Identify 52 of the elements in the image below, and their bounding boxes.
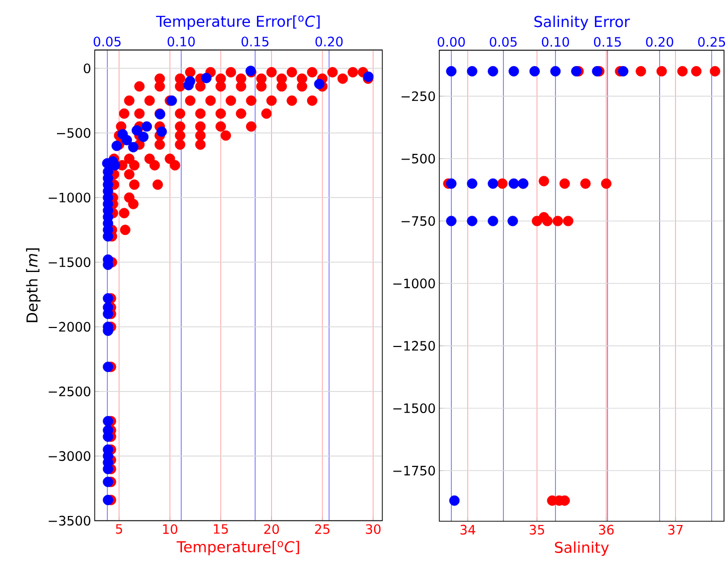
x2-tick-label: 0.15 bbox=[242, 36, 268, 46]
y-tick-label: −2500 bbox=[48, 386, 90, 396]
y-tick-label: −2000 bbox=[48, 322, 90, 332]
y-tick-label: −1000 bbox=[48, 192, 90, 202]
x-tick-label: 35 bbox=[530, 524, 544, 535]
y-axis-title: Depth [m] bbox=[26, 248, 41, 322]
x2-tick-label: 0.05 bbox=[94, 36, 121, 46]
y-tick-label: −500 bbox=[56, 128, 90, 138]
x-tick-label: 34 bbox=[460, 524, 476, 535]
x-tick-label: 5 bbox=[116, 524, 122, 534]
x2-tick-label: 0.05 bbox=[490, 36, 517, 47]
point bbox=[691, 66, 702, 76]
y-tick-label: −1500 bbox=[393, 403, 435, 414]
x2-tick-label: 0.10 bbox=[542, 36, 570, 47]
y-tick-label: −1500 bbox=[48, 257, 90, 268]
x-tick-label: 30 bbox=[366, 524, 381, 534]
y-tick-label: −1750 bbox=[393, 466, 435, 476]
point bbox=[538, 212, 550, 222]
x2-axis-title: Salinity Error bbox=[534, 16, 630, 30]
x-tick-label: 36 bbox=[598, 524, 614, 535]
point bbox=[636, 66, 646, 76]
y-tick-label: −500 bbox=[402, 154, 435, 164]
point bbox=[552, 216, 563, 226]
x2-tick-label: 0.25 bbox=[698, 36, 725, 47]
x-axis-title: Temperature[$^{o}$C] bbox=[176, 540, 300, 556]
point bbox=[538, 176, 550, 186]
point bbox=[562, 216, 574, 226]
x-tick-label: 15 bbox=[214, 524, 228, 534]
point bbox=[656, 66, 667, 76]
point bbox=[559, 178, 570, 189]
point bbox=[601, 178, 612, 189]
x-tick-label: 10 bbox=[163, 524, 178, 534]
point bbox=[677, 66, 688, 76]
x2-tick-label: 0.10 bbox=[168, 36, 195, 46]
y-tick-label: −250 bbox=[402, 91, 435, 102]
x2-tick-label: 0.15 bbox=[594, 36, 621, 47]
point bbox=[497, 178, 508, 189]
point bbox=[580, 178, 591, 189]
x-tick-label: 20 bbox=[264, 524, 279, 534]
x2-tick-label: 0.00 bbox=[438, 36, 465, 47]
y-tick-label: −1000 bbox=[393, 278, 435, 288]
x2-tick-label: 0.20 bbox=[316, 36, 343, 46]
y-tick-label: −1250 bbox=[393, 340, 435, 351]
y-tick-label: −750 bbox=[402, 216, 435, 226]
y-tick-label: −3500 bbox=[48, 516, 90, 526]
x2-tick-label: 0.20 bbox=[646, 36, 674, 47]
y-tick-label: −3000 bbox=[48, 451, 90, 461]
x-tick-label: 25 bbox=[315, 524, 330, 534]
x2-axis-title: Temperature Error[$^{o}$C] bbox=[156, 15, 320, 30]
x-tick-label: 37 bbox=[668, 524, 683, 535]
x-axis-title: Salinity bbox=[555, 541, 609, 556]
y-tick-label: 0 bbox=[84, 63, 90, 74]
